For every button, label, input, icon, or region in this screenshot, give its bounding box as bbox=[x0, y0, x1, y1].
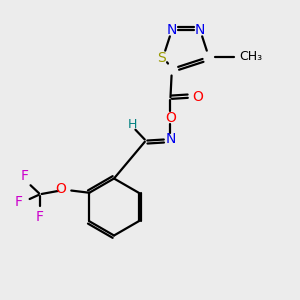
Text: N: N bbox=[167, 23, 177, 37]
Text: F: F bbox=[36, 210, 44, 224]
Text: N: N bbox=[165, 132, 176, 146]
Text: O: O bbox=[193, 90, 203, 104]
Text: CH₃: CH₃ bbox=[239, 50, 262, 63]
Text: F: F bbox=[20, 169, 28, 183]
Text: S: S bbox=[157, 51, 166, 65]
Text: O: O bbox=[165, 110, 176, 124]
Text: H: H bbox=[128, 118, 137, 131]
Text: N: N bbox=[195, 23, 205, 37]
Text: O: O bbox=[56, 182, 67, 196]
Text: F: F bbox=[15, 195, 23, 209]
